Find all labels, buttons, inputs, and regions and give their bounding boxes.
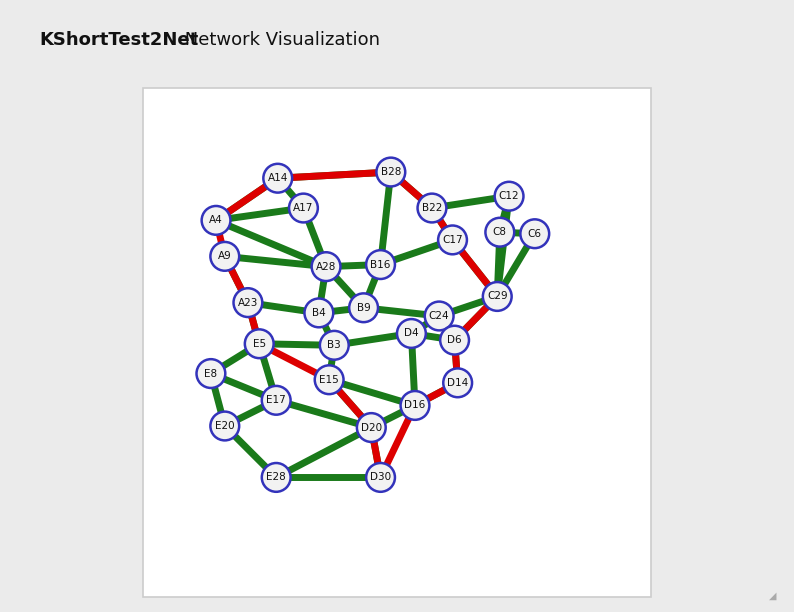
Text: ◢: ◢ bbox=[769, 591, 777, 601]
Text: D30: D30 bbox=[370, 472, 391, 482]
Text: B16: B16 bbox=[370, 259, 391, 269]
Circle shape bbox=[210, 242, 239, 271]
Circle shape bbox=[425, 302, 453, 330]
Text: E8: E8 bbox=[204, 368, 218, 379]
Circle shape bbox=[357, 413, 386, 442]
Circle shape bbox=[401, 391, 430, 420]
Circle shape bbox=[262, 463, 291, 492]
Text: KShortTest2Net: KShortTest2Net bbox=[40, 31, 199, 49]
Text: D14: D14 bbox=[447, 378, 468, 388]
FancyBboxPatch shape bbox=[143, 88, 651, 597]
Circle shape bbox=[520, 219, 549, 248]
Circle shape bbox=[495, 182, 523, 211]
Text: E20: E20 bbox=[215, 421, 234, 431]
Text: D6: D6 bbox=[447, 335, 462, 345]
Circle shape bbox=[483, 282, 511, 311]
Circle shape bbox=[210, 412, 239, 441]
Text: C12: C12 bbox=[499, 191, 519, 201]
Text: E5: E5 bbox=[252, 339, 266, 349]
Text: A9: A9 bbox=[218, 252, 232, 261]
Circle shape bbox=[196, 359, 225, 388]
Text: C17: C17 bbox=[442, 235, 463, 245]
Text: B22: B22 bbox=[422, 203, 442, 213]
Text: C29: C29 bbox=[487, 291, 507, 302]
Circle shape bbox=[262, 386, 291, 415]
Text: D16: D16 bbox=[404, 400, 426, 411]
Circle shape bbox=[233, 288, 262, 317]
Circle shape bbox=[304, 299, 333, 327]
Circle shape bbox=[264, 164, 292, 193]
Text: D20: D20 bbox=[360, 422, 382, 433]
Circle shape bbox=[397, 319, 426, 348]
Circle shape bbox=[202, 206, 230, 235]
Circle shape bbox=[366, 463, 395, 492]
Circle shape bbox=[438, 225, 467, 255]
Text: A28: A28 bbox=[316, 262, 336, 272]
Circle shape bbox=[366, 250, 395, 279]
Text: B3: B3 bbox=[327, 340, 341, 350]
Circle shape bbox=[320, 331, 349, 360]
Text: A23: A23 bbox=[237, 297, 258, 308]
Circle shape bbox=[376, 158, 405, 187]
Text: A17: A17 bbox=[293, 203, 314, 213]
Circle shape bbox=[443, 368, 472, 397]
Circle shape bbox=[245, 329, 274, 358]
Text: A14: A14 bbox=[268, 173, 288, 183]
Circle shape bbox=[485, 218, 515, 247]
Circle shape bbox=[440, 326, 469, 354]
Text: C6: C6 bbox=[528, 229, 542, 239]
Text: E17: E17 bbox=[266, 395, 286, 405]
Text: E15: E15 bbox=[319, 375, 339, 385]
Text: A4: A4 bbox=[209, 215, 223, 225]
Text: C8: C8 bbox=[493, 227, 507, 237]
Circle shape bbox=[418, 193, 446, 222]
Text: C24: C24 bbox=[429, 311, 449, 321]
Circle shape bbox=[349, 293, 378, 322]
Text: B9: B9 bbox=[357, 303, 371, 313]
Text: B4: B4 bbox=[312, 308, 326, 318]
Text: Network Visualization: Network Visualization bbox=[179, 31, 380, 49]
Text: D4: D4 bbox=[404, 329, 418, 338]
Circle shape bbox=[289, 193, 318, 222]
Text: E28: E28 bbox=[266, 472, 286, 482]
Circle shape bbox=[314, 365, 344, 394]
Circle shape bbox=[312, 252, 341, 281]
Text: B28: B28 bbox=[380, 167, 401, 177]
